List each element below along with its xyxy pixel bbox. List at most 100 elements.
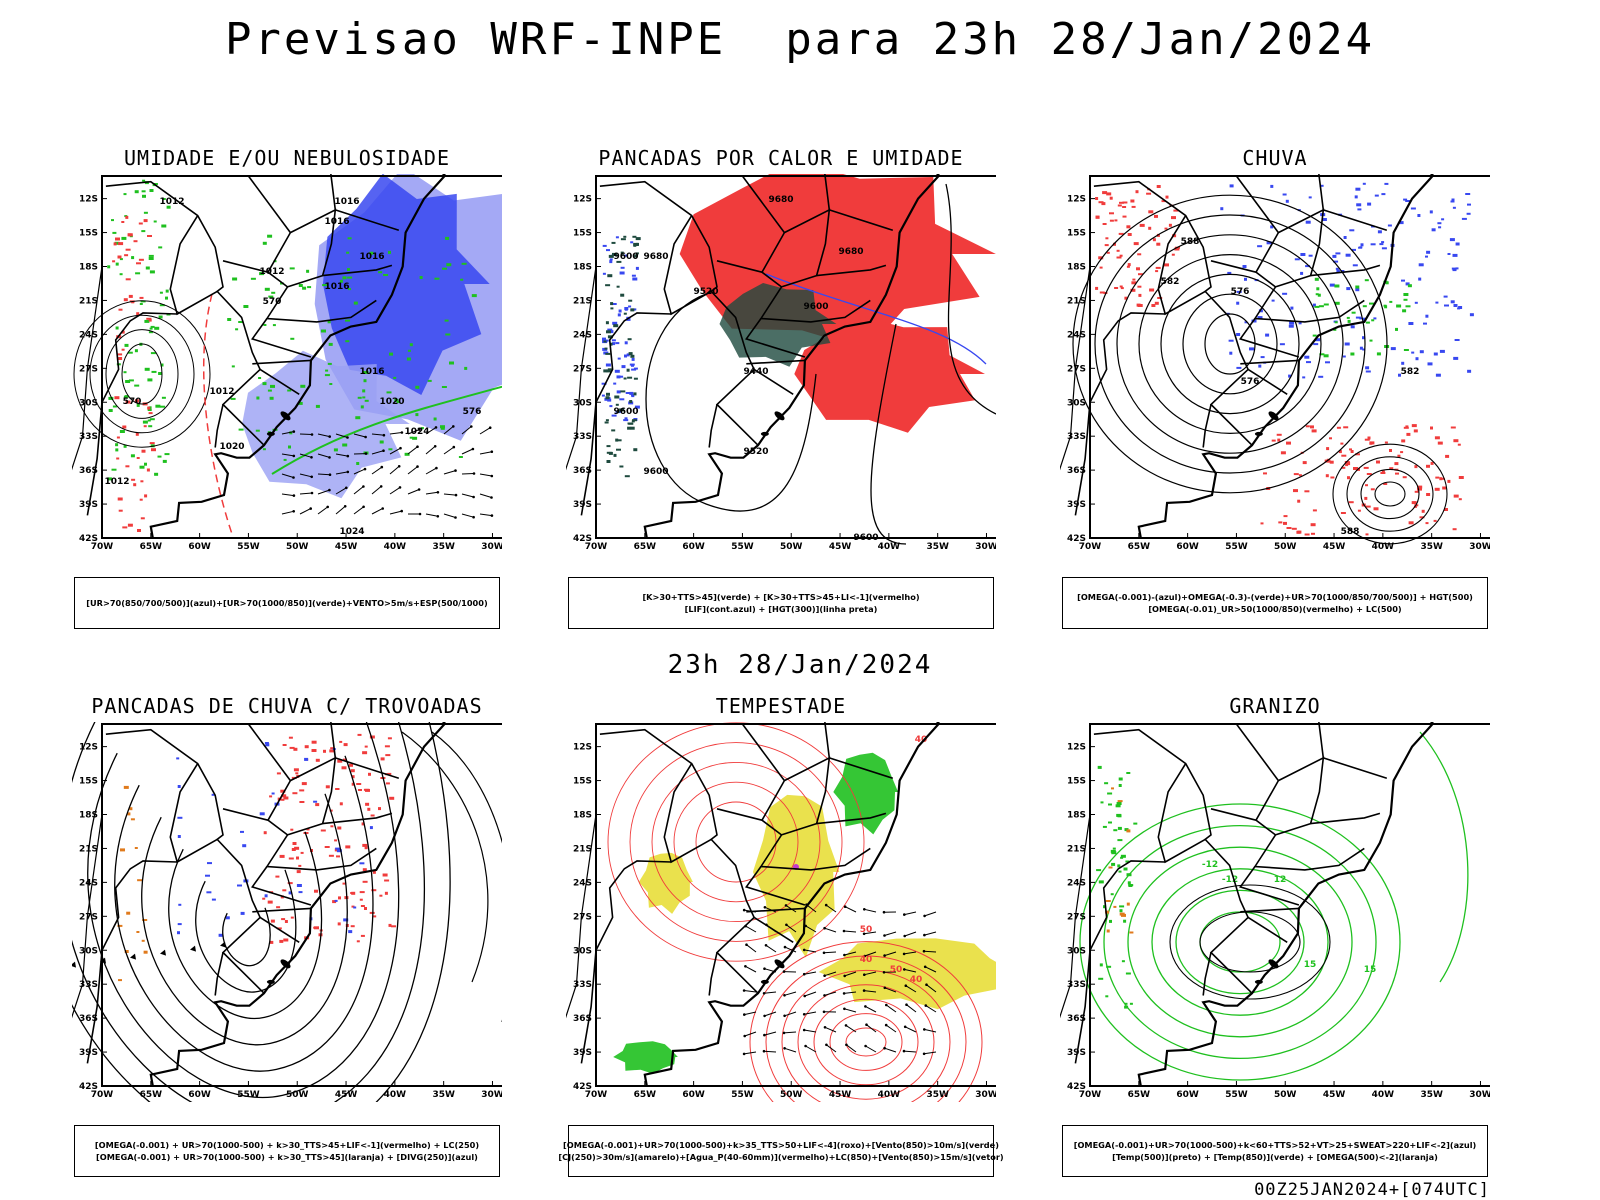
instability-cell — [627, 376, 633, 379]
streamline — [222, 907, 271, 967]
lat-label: 18S — [1067, 263, 1086, 273]
map-pancadas-calor[interactable]: 9680 9680 9600 9680 9520 9600 9440 9600 9520 9600… — [566, 174, 996, 554]
plot-frame — [1089, 723, 1490, 1087]
rain-area — [1346, 287, 1351, 291]
lifted-index-cell — [609, 405, 613, 408]
map-background — [1090, 724, 1490, 1086]
temperature-cell — [1106, 965, 1112, 968]
divergence-cell — [240, 830, 244, 833]
political-border — [1240, 907, 1299, 913]
rain-area — [1450, 300, 1455, 304]
omega-cell — [1105, 910, 1110, 914]
legend-chuva: [OMEGA(-0.001)-(azul)+OMEGA(-0.3)-(verde… — [1062, 577, 1488, 629]
instability-cell — [617, 439, 622, 442]
wind-arrow-head — [823, 994, 826, 997]
map-trovoadas[interactable]: 12S 15S 18S 21S 24S 27S 30S 33S 36S 39S 42S 70W 65W 6… — [72, 722, 502, 1102]
heavy-rain-area — [1376, 352, 1381, 356]
lon-label: 30W — [1469, 1090, 1490, 1100]
map-tempestade[interactable]: 40 40 50 50 40 12S 15S 18S 21S 24S 27S 30S 33S 36S 39S… — [566, 722, 996, 1102]
rain-area — [1342, 355, 1346, 358]
low-humidity-cell — [143, 211, 148, 214]
thunderstorm-area — [334, 848, 338, 852]
wind-vector — [425, 426, 437, 435]
rain-area-low — [1357, 509, 1361, 512]
lifted-index-cell — [616, 390, 621, 394]
low-humidity-cell — [238, 428, 244, 431]
low-humidity-cell — [149, 418, 155, 421]
thunderstorm-area — [356, 783, 362, 785]
low-humidity-cell — [135, 272, 141, 275]
rain-area-low — [1402, 476, 1407, 479]
rain-area — [1384, 182, 1389, 185]
legend-umidade: [UR>70(850/700/500)](azul)+[UR>70(1000/8… — [74, 577, 500, 629]
temperature-cell — [1097, 765, 1102, 769]
thunderstorm-area — [288, 857, 294, 860]
instability-cell — [606, 445, 611, 448]
wind-arrow-head — [923, 933, 926, 937]
divergence-cell — [343, 918, 349, 922]
wind-arrow-head — [903, 1025, 907, 1029]
instability-cell — [607, 368, 612, 371]
rain-area — [1332, 254, 1337, 258]
wind-vector — [744, 1011, 757, 1016]
rain-area — [1457, 307, 1461, 310]
instability-cell — [630, 426, 635, 430]
political-border — [1157, 215, 1206, 316]
rain-area-low — [1434, 487, 1440, 491]
low-humidity-cell — [144, 367, 150, 371]
lifted-index-cell — [601, 382, 607, 385]
lon-label: 45W — [829, 1090, 852, 1100]
contour-label: 1016 — [359, 367, 384, 377]
rain-area — [1390, 347, 1396, 351]
contour-label: 50 — [860, 925, 873, 935]
map-chuva[interactable]: 588 582 576 576 582 588 12S 15S 18S 21S 24S 27S 30S 3… — [1060, 174, 1490, 554]
low-humidity-cell — [154, 326, 160, 330]
thunderstorm-area — [290, 916, 294, 919]
divergence-cell — [264, 742, 269, 744]
temperature-cell — [1129, 1002, 1133, 1005]
thunderstorm-area — [369, 911, 375, 914]
thunderstorm-area — [362, 868, 367, 872]
low-humidity-cell — [148, 257, 154, 260]
contour-label: 1020 — [379, 397, 404, 407]
thunderstorm-area — [330, 747, 335, 750]
thunderstorm-area — [387, 737, 392, 740]
thunderstorm-area — [315, 803, 320, 807]
wind-vector — [764, 1031, 777, 1036]
thickness-cell — [139, 296, 144, 299]
wind-arrow-head — [845, 1043, 848, 1047]
map-granizo[interactable]: -12 -12 15 15 12 12S 15S 18S 21S 24S 27S 30S 33S 36S 3… — [1060, 722, 1490, 1102]
rain-area-low — [1450, 426, 1456, 429]
wind-vector — [824, 927, 837, 933]
thunderstorm-area — [391, 925, 396, 928]
instability-cell — [620, 293, 625, 297]
streamline — [72, 722, 451, 1102]
wind-vector — [884, 951, 897, 957]
thunderstorm-area — [359, 898, 363, 901]
rain-area-low — [1340, 442, 1344, 445]
temperature-cell — [1126, 772, 1131, 774]
wind-arrow-head — [783, 1047, 786, 1050]
rain-area — [1467, 203, 1471, 206]
low-humidity-cell — [434, 277, 440, 280]
geopotential-contour — [1138, 253, 1322, 435]
lat-label: 30S — [573, 398, 592, 408]
thickness-cell — [133, 240, 138, 243]
wind-arrow-head — [922, 949, 926, 953]
rain-area-low — [1271, 439, 1276, 442]
thunderstorm-area — [351, 891, 356, 895]
map-umidade[interactable]: 1012 1016 1016 1016 1012 1016 1016 1012 1020 1024… — [72, 174, 502, 554]
temperature-cell — [1112, 847, 1116, 850]
plot-frame — [595, 175, 996, 539]
lagoon — [1268, 959, 1279, 969]
rain-area-low — [1171, 216, 1176, 220]
thickness-cell — [143, 219, 148, 223]
rain-area-low — [1302, 461, 1307, 465]
political-border — [250, 866, 312, 906]
lon-label: 70W — [585, 1090, 608, 1100]
thunderstorm-area — [269, 940, 274, 944]
thunderstorm-area — [367, 807, 371, 811]
wind-arrow-head — [454, 493, 458, 497]
rain-area-low — [1106, 251, 1110, 254]
wind-vector — [479, 427, 491, 435]
